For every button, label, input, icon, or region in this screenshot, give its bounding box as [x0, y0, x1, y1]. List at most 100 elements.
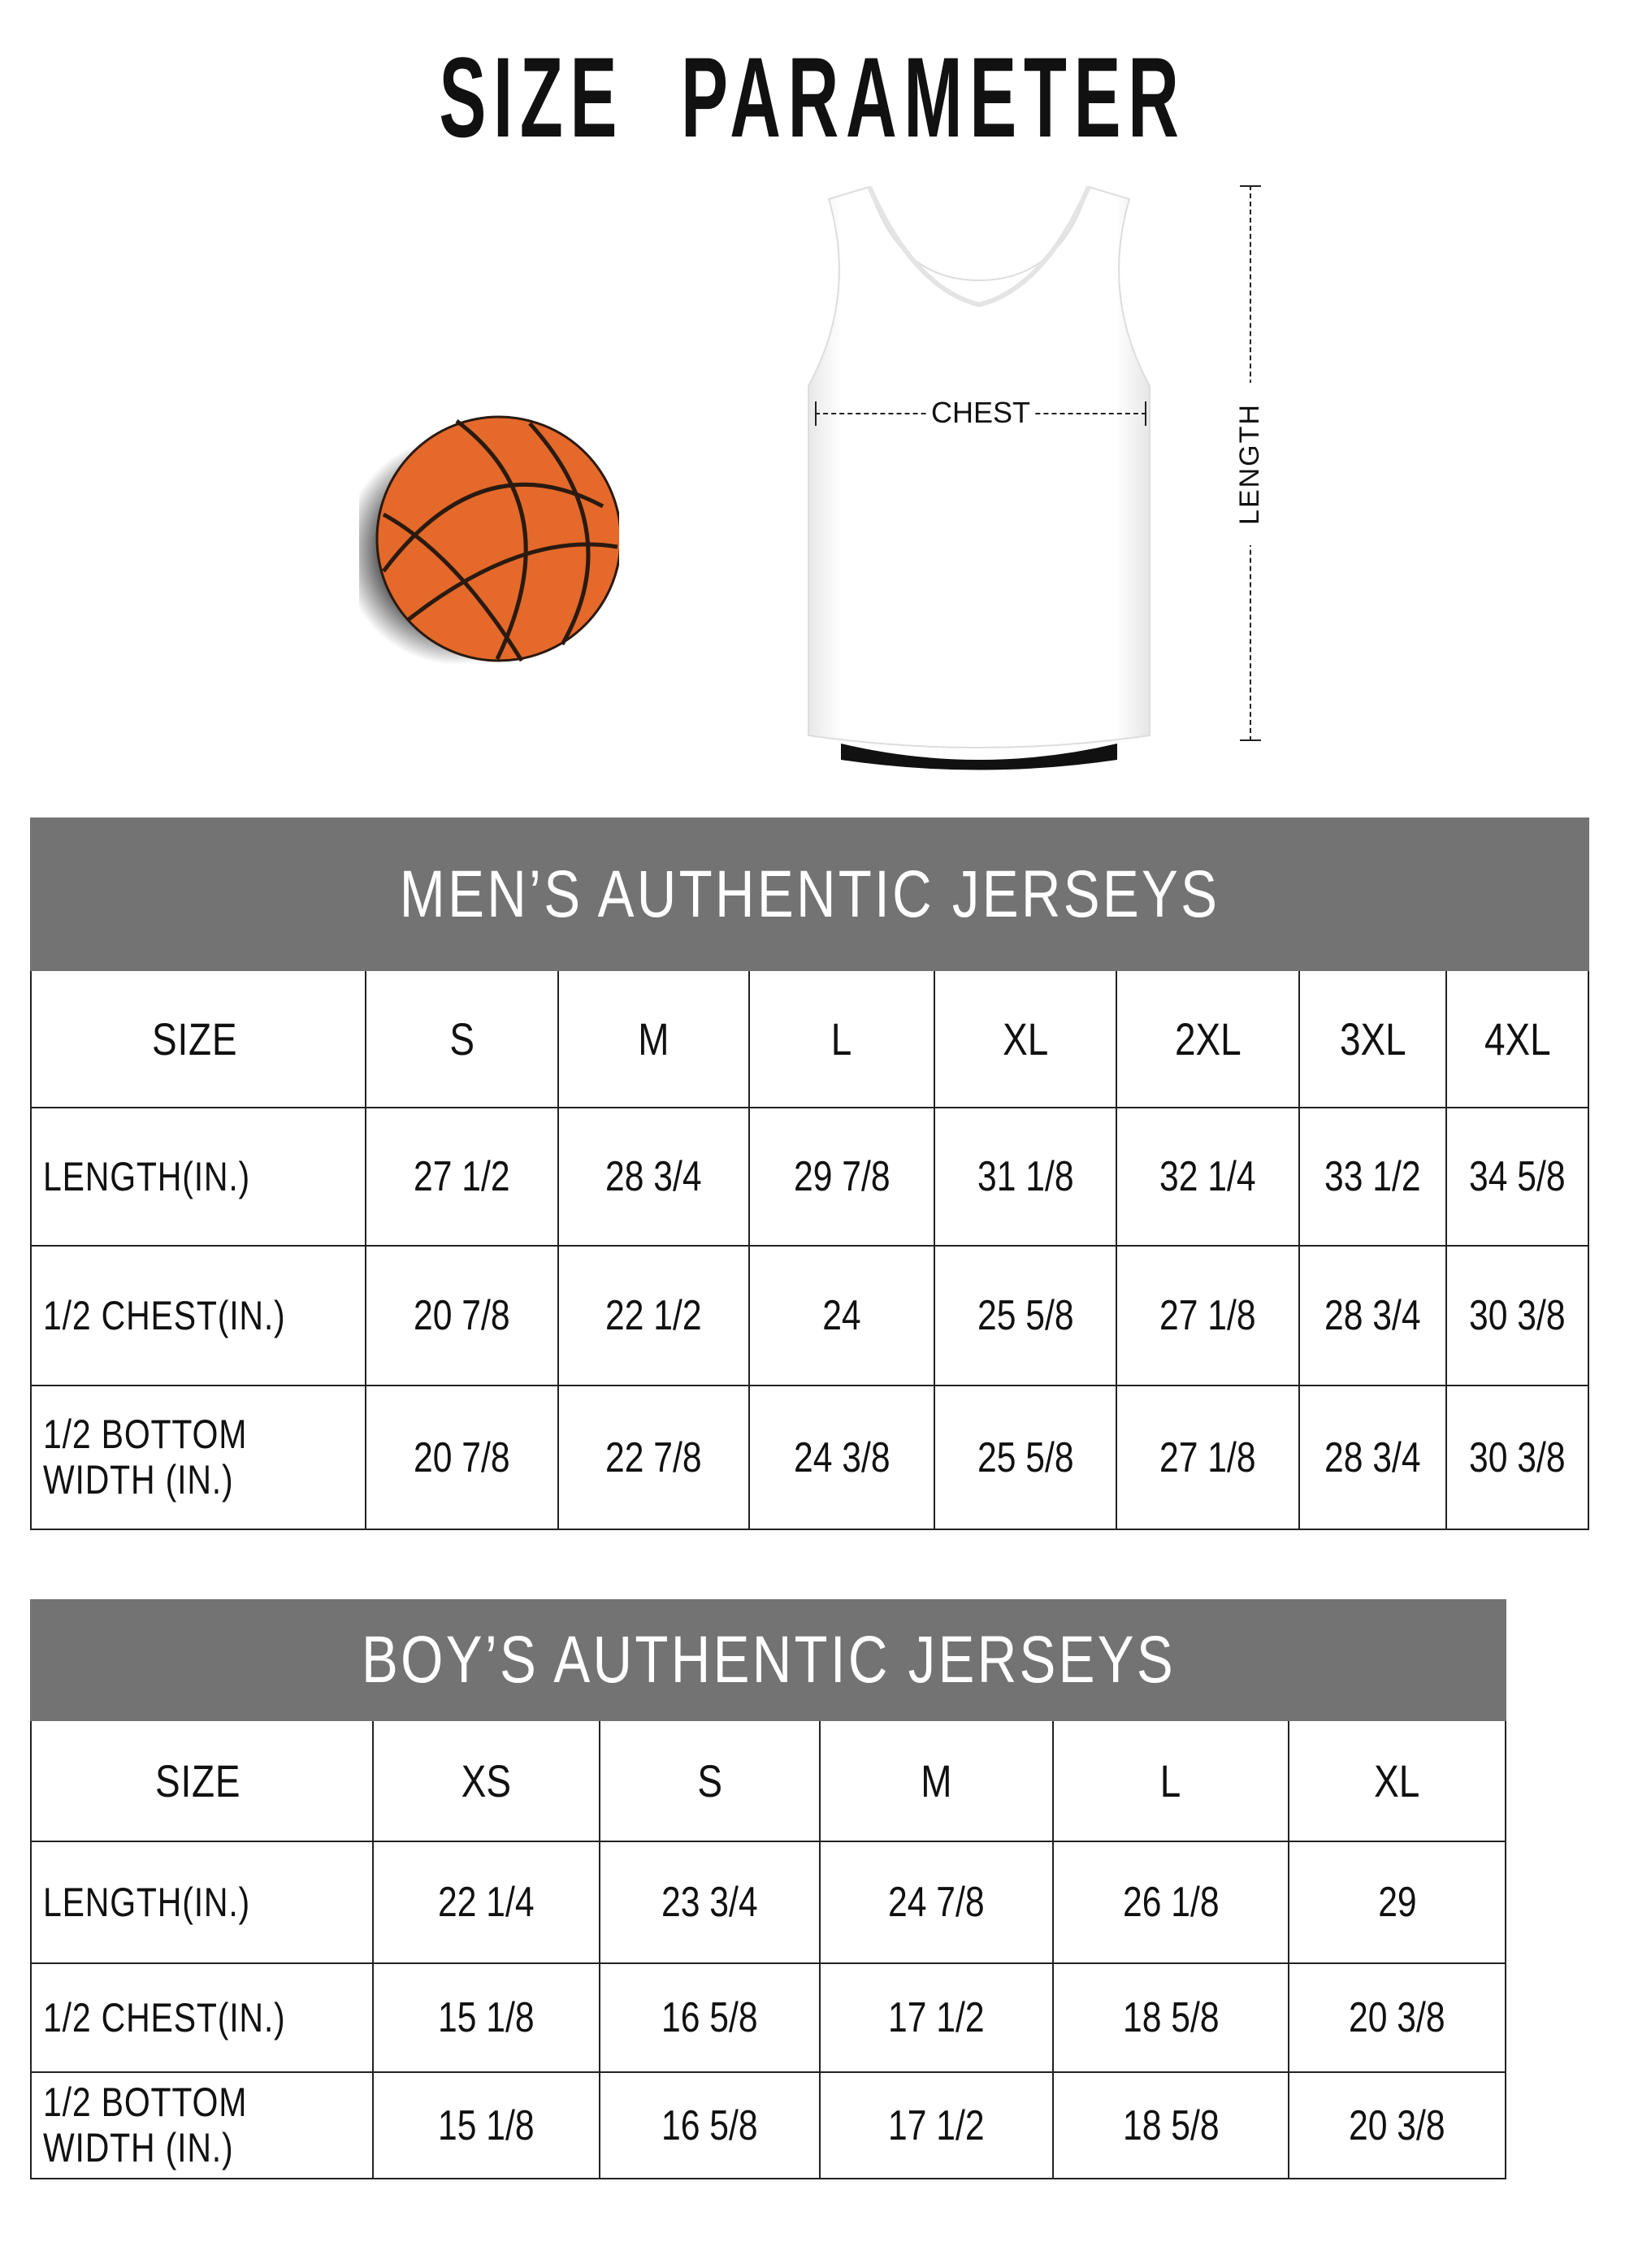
value-cell: 34 5/8	[1445, 1107, 1590, 1247]
value-text: 23 3/4	[661, 1879, 758, 1926]
value-text: 16 5/8	[661, 1994, 758, 2041]
value-text: 22 7/8	[605, 1433, 702, 1481]
size-header-text: XL	[1374, 1755, 1420, 1806]
table-header-row: MEN’S AUTHENTIC JERSEYS	[29, 817, 1590, 971]
value-text: 24 7/8	[888, 1879, 985, 1926]
length-label: LENGTH	[1228, 383, 1271, 545]
row-label-cell: LENGTH(IN.)	[30, 1107, 366, 1247]
value-text: 33 1/2	[1324, 1153, 1421, 1200]
size-label: SIZE	[155, 1755, 241, 1806]
value-text: 20 3/8	[1349, 2101, 1445, 2149]
value-text: 20 3/8	[1349, 1994, 1445, 2041]
value-text: 29 7/8	[793, 1153, 890, 1200]
value-text: 25 5/8	[977, 1433, 1074, 1481]
value-text: 31 1/8	[977, 1153, 1074, 1200]
value-cell: 30 3/8	[1445, 1385, 1590, 1530]
mens-size-table: MEN’S AUTHENTIC JERSEYS SIZE S M L XL 2XL 3XL 4X…	[29, 817, 1590, 1530]
value-text: 25 5/8	[977, 1292, 1074, 1339]
size-header-2xl: 2XL	[1116, 969, 1300, 1108]
row-label: 1/2 CHEST(IN.)	[43, 1293, 286, 1338]
value-cell: 18 5/8	[1052, 1962, 1289, 2073]
table-row: 1/2 CHEST(IN.) 20 7/8 22 1/2 24 25 5/8 27 1/8…	[30, 1245, 1590, 1386]
size-header-text: XL	[1002, 1013, 1049, 1065]
value-text: 15 1/8	[438, 1994, 535, 2041]
value-cell: 15 1/8	[372, 2071, 600, 2179]
size-header-m: M	[557, 969, 750, 1108]
value-cell: 31 1/8	[934, 1107, 1117, 1247]
value-cell: 27 1/8	[1116, 1385, 1300, 1530]
value-cell: 20 3/8	[1287, 1962, 1507, 2073]
value-cell: 28 3/4	[1298, 1385, 1447, 1530]
size-header-l: L	[748, 969, 935, 1108]
value-text: 27 1/2	[414, 1153, 510, 1200]
value-cell: 28 3/4	[1298, 1245, 1447, 1386]
size-header-text: 3XL	[1339, 1013, 1406, 1065]
row-label: 1/2 BOTTOM WIDTH (IN.)	[43, 1412, 248, 1503]
value-cell: 33 1/2	[1298, 1107, 1447, 1247]
value-text: 22 1/2	[605, 1292, 702, 1339]
row-label-cell: 1/2 BOTTOM WIDTH (IN.)	[30, 2071, 374, 2179]
size-header-text: L	[1160, 1755, 1181, 1806]
size-header-text: 4XL	[1484, 1013, 1551, 1065]
size-header-m: M	[819, 1719, 1054, 1842]
value-cell: 29 7/8	[748, 1107, 935, 1247]
value-cell: 32 1/4	[1116, 1107, 1300, 1247]
size-label-cell: SIZE	[30, 1719, 374, 1842]
row-label-cell: LENGTH(IN.)	[30, 1841, 374, 1964]
table-title-text: MEN’S AUTHENTIC JERSEYS	[399, 856, 1220, 931]
boys-size-table: BOY’S AUTHENTIC JERSEYS SIZE XS S M L XL LENGTH…	[29, 1599, 1507, 2179]
table-header-row: BOY’S AUTHENTIC JERSEYS	[29, 1599, 1507, 1721]
value-text: 28 3/4	[1324, 1433, 1421, 1481]
value-cell: 18 5/8	[1052, 2071, 1289, 2179]
chest-line-end	[815, 401, 817, 426]
value-text: 20 7/8	[414, 1433, 510, 1481]
size-header-text: XS	[461, 1755, 512, 1806]
value-cell: 27 1/2	[365, 1107, 559, 1247]
table-row: 1/2 CHEST(IN.) 15 1/8 16 5/8 17 1/2 18 5/8 20…	[30, 1962, 1507, 2073]
value-cell: 20 7/8	[365, 1385, 559, 1530]
value-text: 26 1/8	[1122, 1879, 1220, 1926]
value-cell: 30 3/8	[1445, 1245, 1590, 1386]
size-header-l: L	[1052, 1719, 1289, 1842]
size-header-4xl: 4XL	[1445, 969, 1590, 1108]
size-header-text: S	[697, 1755, 722, 1806]
value-cell: 25 5/8	[934, 1385, 1117, 1530]
table-row: 1/2 BOTTOM WIDTH (IN.) 15 1/8 16 5/8 17 1/2…	[30, 2071, 1507, 2179]
value-text: 18 5/8	[1122, 1994, 1220, 2041]
value-text: 27 1/8	[1159, 1433, 1256, 1481]
value-text: 24	[822, 1292, 861, 1339]
value-text: 18 5/8	[1122, 2101, 1220, 2149]
value-text: 34 5/8	[1469, 1153, 1566, 1200]
row-label: 1/2 CHEST(IN.)	[43, 1995, 286, 2040]
row-label: LENGTH(IN.)	[43, 1880, 251, 1925]
value-text: 28 3/4	[1324, 1292, 1421, 1339]
value-cell: 24	[748, 1245, 935, 1386]
value-text: 30 3/8	[1469, 1292, 1566, 1339]
table-title: MEN’S AUTHENTIC JERSEYS	[29, 817, 1590, 971]
chest-line-end	[1145, 401, 1146, 426]
value-text: 28 3/4	[605, 1153, 702, 1200]
size-header-text: M	[638, 1013, 670, 1065]
value-text: 22 1/4	[438, 1879, 535, 1926]
value-text: 16 5/8	[661, 2101, 758, 2149]
table-row: 1/2 BOTTOM WIDTH (IN.) 20 7/8 22 7/8 24 3/8…	[30, 1385, 1590, 1530]
size-label-cell: SIZE	[30, 969, 366, 1108]
value-cell: 23 3/4	[599, 1841, 821, 1964]
size-header-xs: XS	[372, 1719, 600, 1842]
value-cell: 25 5/8	[934, 1245, 1117, 1386]
value-cell: 27 1/8	[1116, 1245, 1300, 1386]
jersey-diagram	[808, 185, 1150, 770]
length-line-cap	[1240, 739, 1261, 741]
value-cell: 22 1/4	[372, 1841, 600, 1964]
size-header-text: S	[449, 1013, 474, 1065]
size-header-xl: XL	[934, 969, 1117, 1108]
size-label: SIZE	[151, 1013, 238, 1065]
value-cell: 22 7/8	[557, 1385, 750, 1530]
value-text: 29	[1377, 1879, 1417, 1926]
table-row: LENGTH(IN.) 22 1/4 23 3/4 24 7/8 26 1/8 29	[30, 1841, 1507, 1964]
table-title-text: BOY’S AUTHENTIC JERSEYS	[361, 1623, 1176, 1697]
value-cell: 17 1/2	[819, 1962, 1054, 2073]
size-row: SIZE S M L XL 2XL 3XL 4XL	[30, 969, 1590, 1108]
value-text: 17 1/2	[888, 1994, 985, 2041]
table-title: BOY’S AUTHENTIC JERSEYS	[29, 1599, 1507, 1721]
